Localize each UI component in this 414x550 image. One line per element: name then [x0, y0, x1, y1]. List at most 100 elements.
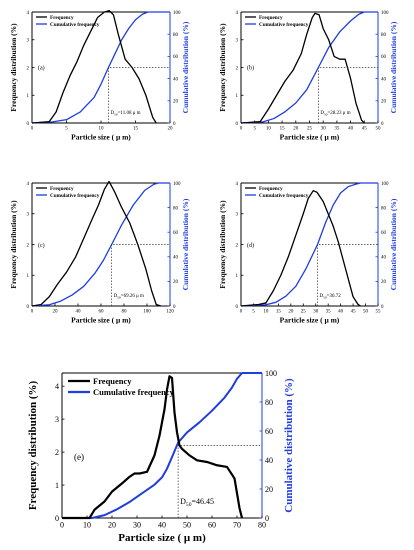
x-tick-label: 5: [252, 310, 255, 315]
x-tick-label: 55: [376, 310, 382, 315]
d50-annotation: D50=28.23 μ m: [320, 111, 350, 116]
panel-d: 0 5 10 15 20 25 30 35 40 45 50 5501234020406080100P…: [218, 182, 398, 325]
frequency-line: [240, 12, 365, 124]
panel-e: 0 10 20 30 40 50 60 70 8001234020406080100Partic…: [27, 369, 295, 544]
panel-label: (c): [38, 242, 45, 249]
x-tick-label: 40: [76, 310, 82, 315]
legend-label-frequency: Frequency: [93, 376, 132, 386]
x-tick-label: 5: [65, 127, 68, 132]
y-tick-label-right: 80: [173, 33, 179, 38]
d50-symbol: D: [110, 111, 114, 116]
y-tick-label-right: 40: [265, 456, 273, 465]
y-tick-label-right: 40: [173, 256, 179, 261]
y-tick-label-left: 1: [27, 94, 30, 99]
y-tick-label-left: 2: [236, 243, 239, 248]
d50-subscript: 50: [324, 112, 328, 116]
y-tick-label-right: 60: [381, 55, 387, 60]
d50-subscript: 50: [117, 295, 121, 299]
y-tick-label-left: 2: [27, 66, 30, 71]
frequency-line: [31, 9, 157, 124]
y-tick-label-right: 100: [381, 182, 389, 187]
y-axis-label-right: Cumulative distribution (%): [389, 198, 398, 290]
x-tick-label: 10: [83, 521, 91, 530]
y-tick-label-right: 0: [381, 122, 384, 127]
y-tick-label-left: 0: [236, 122, 239, 127]
d50-annotation: D50=30.72: [320, 294, 342, 299]
x-tick-label: 10: [266, 127, 272, 132]
y-tick-label-left: 1: [236, 274, 239, 279]
x-tick-label: 20: [108, 521, 116, 530]
y-tick-label-left: 1: [55, 481, 59, 490]
y-tick-label-left: 3: [236, 39, 239, 44]
d50-symbol: D: [114, 294, 118, 299]
x-tick-label: 15: [133, 127, 139, 132]
y-tick-label-right: 20: [173, 280, 179, 285]
x-tick-label: 70: [233, 521, 241, 530]
y-axis-label-left: Frequency distribution (%): [218, 200, 227, 289]
x-tick-label: 0: [240, 127, 243, 132]
d50-annotation: D50=46.45: [180, 497, 214, 508]
y-tick-label-left: 3: [27, 213, 30, 218]
x-tick-label: 60: [208, 521, 216, 530]
frequency-line: [62, 375, 244, 520]
y-tick-label-right: 60: [265, 427, 273, 436]
cumulative-frequency-line: [62, 372, 262, 519]
x-tick-label: 40: [348, 127, 354, 132]
x-tick-label: 35: [326, 310, 332, 315]
d50-value: =69.26 μ m: [121, 294, 144, 299]
y-tick-label-right: 0: [381, 305, 384, 310]
y-tick-label-left: 4: [27, 182, 30, 187]
d50-guide-line: [177, 445, 262, 518]
y-axis-label-right: Cumulative distribution (%): [181, 21, 190, 113]
x-tick-label: 40: [158, 521, 166, 530]
y-tick-label-left: 3: [27, 39, 30, 44]
y-tick-label-left: 4: [55, 382, 59, 391]
x-tick-label: 15: [276, 310, 282, 315]
y-tick-label-left: 0: [55, 514, 59, 523]
x-tick-label: 50: [363, 310, 369, 315]
y-tick-label-left: 3: [55, 415, 59, 424]
x-tick-label: 0: [240, 310, 243, 315]
legend-label-frequency: Frequency: [259, 15, 283, 21]
x-tick-label: 40: [338, 310, 344, 315]
cumulative-frequency-line: [240, 182, 378, 307]
d50-guide-line: [108, 67, 170, 123]
d50-symbol: D: [180, 497, 186, 506]
x-tick-label: 5: [253, 127, 256, 132]
d50-subscript: 50: [186, 502, 192, 508]
x-tick-label: 35: [334, 127, 340, 132]
y-axis-label-right: Cumulative distribution (%): [389, 21, 398, 113]
cumulative-frequency-line: [31, 182, 170, 307]
x-tick-label: 20: [168, 127, 174, 132]
y-tick-label-left: 4: [236, 11, 239, 16]
x-tick-label: 25: [307, 127, 313, 132]
y-tick-label-right: 100: [173, 182, 181, 187]
x-tick-label: 25: [301, 310, 307, 315]
panel-b: 0 5 10 15 20 25 30 35 40 45 5001234020406080100Par…: [218, 11, 398, 142]
y-tick-label-right: 40: [381, 77, 387, 82]
y-tick-label-left: 0: [27, 122, 30, 127]
panel-label: (b): [247, 65, 254, 72]
y-tick-label-right: 20: [381, 280, 387, 285]
d50-annotation: D50=11.08 μ m: [110, 111, 140, 116]
x-tick-label: 0: [31, 127, 34, 132]
d50-subscript: 50: [323, 295, 327, 299]
x-tick-label: 60: [99, 310, 105, 315]
x-tick-label: 120: [166, 310, 174, 315]
y-tick-label-left: 4: [27, 11, 30, 16]
x-tick-label: 50: [376, 127, 382, 132]
y-tick-label-left: 2: [236, 66, 239, 71]
legend-label-frequency: Frequency: [50, 186, 74, 192]
frequency-line: [31, 180, 162, 307]
legend-label-frequency: Frequency: [259, 186, 283, 192]
y-tick-label-left: 1: [236, 94, 239, 99]
panel-c: 0 20 40 60 80 100 12001234020406080100Particle…: [9, 180, 190, 325]
panel-label: (a): [38, 65, 45, 72]
y-axis-label-left: Frequency distribution (%): [9, 200, 18, 289]
y-tick-label-right: 60: [173, 231, 179, 236]
x-tick-label: 50: [183, 521, 191, 530]
y-tick-label-right: 80: [381, 33, 387, 38]
panel-label: (d): [247, 242, 254, 249]
y-tick-label-right: 100: [265, 369, 277, 378]
